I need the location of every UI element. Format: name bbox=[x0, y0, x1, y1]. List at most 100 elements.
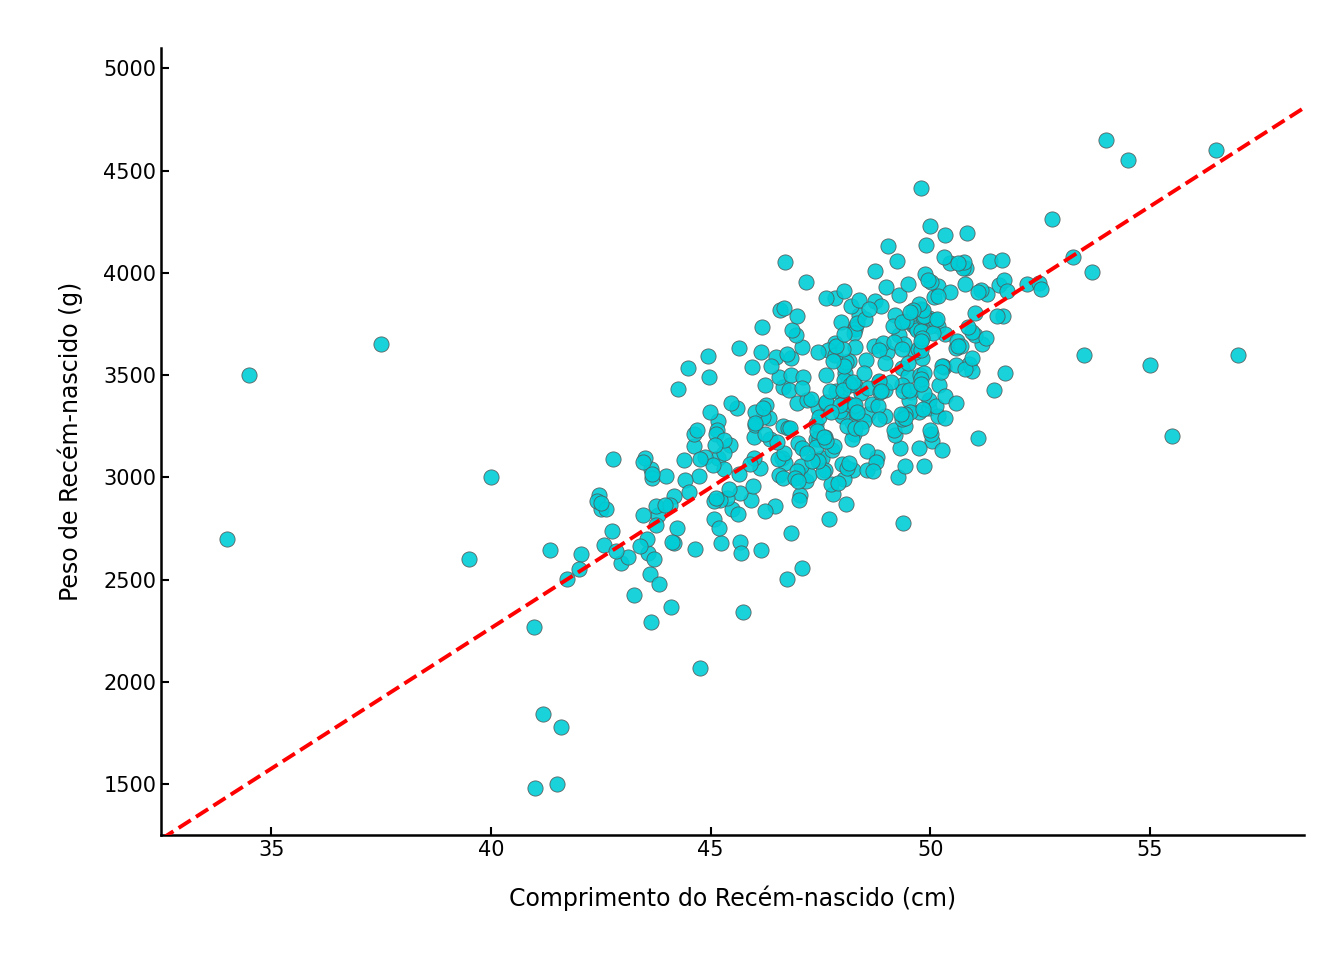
Point bbox=[824, 439, 845, 454]
Point bbox=[841, 431, 863, 446]
Point bbox=[953, 254, 974, 270]
Point bbox=[1028, 275, 1050, 290]
Point bbox=[1117, 153, 1138, 168]
Point bbox=[663, 536, 684, 551]
Point bbox=[602, 451, 624, 467]
Point bbox=[769, 302, 790, 318]
Point bbox=[788, 436, 809, 451]
Point bbox=[902, 302, 923, 318]
Point bbox=[532, 707, 554, 722]
Point bbox=[913, 386, 934, 401]
Point bbox=[774, 253, 796, 269]
Point bbox=[847, 404, 868, 420]
Point bbox=[539, 542, 560, 558]
Point bbox=[884, 428, 906, 444]
Point bbox=[812, 465, 833, 480]
Point bbox=[883, 422, 905, 438]
Point bbox=[919, 318, 941, 333]
Point bbox=[911, 350, 933, 366]
Point bbox=[684, 541, 706, 557]
Point bbox=[898, 276, 919, 292]
Point bbox=[866, 455, 887, 470]
Point bbox=[837, 419, 859, 434]
Point bbox=[759, 432, 781, 447]
Point bbox=[833, 325, 855, 341]
Point bbox=[855, 312, 876, 327]
Point bbox=[683, 426, 704, 442]
Point bbox=[595, 501, 617, 516]
X-axis label: Comprimento do Recém-nascido (cm): Comprimento do Recém-nascido (cm) bbox=[509, 885, 956, 911]
Point bbox=[821, 476, 843, 492]
Point bbox=[917, 273, 938, 288]
Point bbox=[605, 543, 626, 559]
Point bbox=[900, 385, 922, 400]
Point bbox=[856, 463, 878, 478]
Point bbox=[556, 571, 578, 587]
Point bbox=[808, 451, 829, 467]
Point bbox=[816, 368, 837, 383]
Point bbox=[809, 409, 831, 424]
Point bbox=[771, 450, 793, 466]
Point bbox=[1140, 357, 1161, 372]
Point bbox=[833, 395, 855, 410]
Point bbox=[673, 452, 695, 468]
Point bbox=[719, 437, 741, 452]
Point bbox=[546, 777, 567, 792]
Point bbox=[857, 381, 879, 396]
Point bbox=[763, 498, 785, 514]
Point bbox=[1016, 276, 1038, 292]
Point bbox=[820, 405, 841, 420]
Point bbox=[825, 384, 847, 399]
Point bbox=[907, 342, 929, 357]
Point bbox=[956, 225, 977, 240]
Point bbox=[761, 358, 782, 373]
Point bbox=[992, 252, 1013, 267]
Point bbox=[1227, 347, 1249, 362]
Point bbox=[781, 323, 802, 338]
Point bbox=[880, 374, 902, 390]
Point bbox=[824, 290, 845, 305]
Point bbox=[683, 439, 704, 454]
Point bbox=[909, 297, 930, 312]
Point bbox=[727, 400, 749, 416]
Point bbox=[655, 468, 676, 484]
Point bbox=[927, 288, 949, 303]
Point bbox=[925, 398, 946, 414]
Point bbox=[766, 434, 788, 449]
Point bbox=[785, 470, 806, 486]
Point bbox=[689, 451, 711, 467]
Point bbox=[857, 407, 879, 422]
Point bbox=[816, 395, 837, 410]
Point bbox=[637, 545, 659, 561]
Point bbox=[593, 538, 614, 553]
Point bbox=[867, 398, 888, 414]
Point bbox=[895, 459, 917, 474]
Point bbox=[895, 410, 917, 425]
Point bbox=[753, 400, 774, 416]
Point bbox=[945, 358, 966, 373]
Point bbox=[806, 423, 828, 439]
Point bbox=[677, 485, 699, 500]
Point bbox=[1095, 132, 1117, 148]
Point bbox=[777, 420, 798, 436]
Point bbox=[948, 255, 969, 271]
Point bbox=[743, 450, 765, 466]
Point bbox=[739, 456, 761, 471]
Point bbox=[745, 405, 766, 420]
Point bbox=[796, 275, 817, 290]
Point bbox=[921, 426, 942, 442]
Point bbox=[927, 278, 949, 294]
Point bbox=[813, 429, 835, 444]
Point bbox=[911, 330, 933, 346]
Point bbox=[882, 319, 903, 334]
Point bbox=[773, 445, 794, 461]
Point bbox=[708, 520, 730, 536]
Point bbox=[642, 551, 664, 566]
Point bbox=[921, 275, 942, 290]
Point bbox=[906, 323, 927, 338]
Point bbox=[925, 313, 946, 328]
Point bbox=[957, 319, 978, 334]
Point bbox=[918, 393, 939, 408]
Point bbox=[843, 374, 864, 390]
Point bbox=[814, 291, 836, 306]
